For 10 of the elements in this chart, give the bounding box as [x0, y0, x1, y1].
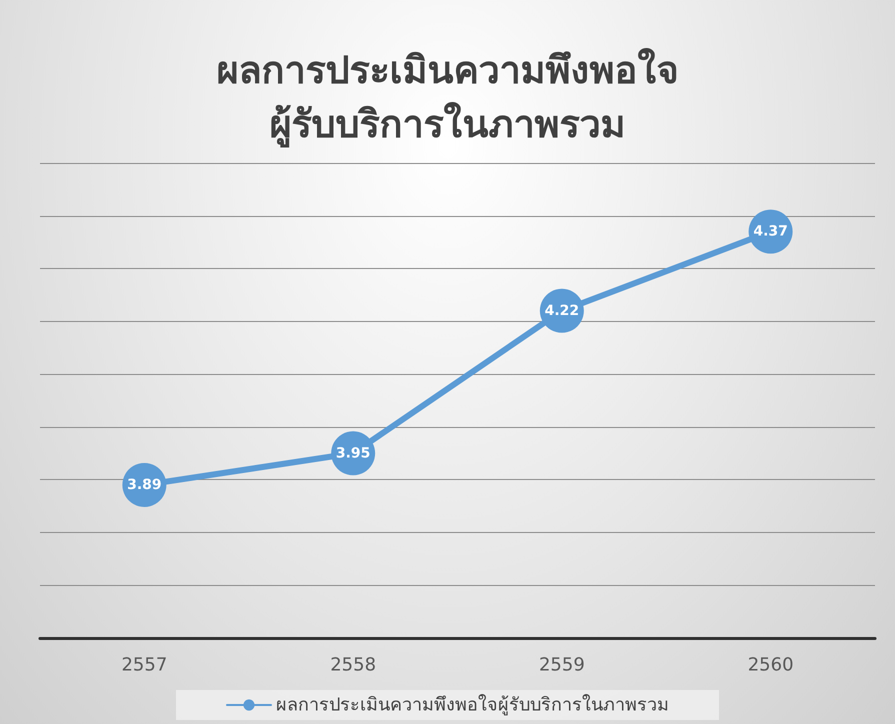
chart-title: ผลการประเมินความพึงพอใจ ผู้รับบริการในภาพรวม: [216, 48, 678, 148]
x-tick-label: 2559: [538, 654, 585, 676]
x-tick-label: 2558: [330, 654, 376, 676]
legend-label: ผลการประเมินความพึงพอใจผู้รับบริการในภาพรวม: [276, 694, 669, 716]
data-label: 3.89: [127, 476, 162, 493]
data-label: 3.95: [336, 445, 370, 462]
data-label: 4.37: [753, 224, 788, 240]
data-label: 4.22: [544, 302, 580, 319]
x-tick-label: 2560: [748, 654, 794, 676]
x-tick-label: 2557: [121, 654, 168, 676]
